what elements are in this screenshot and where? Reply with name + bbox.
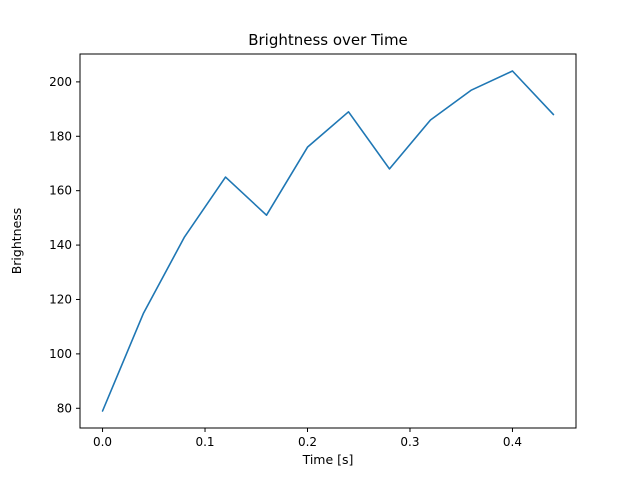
- y-axis-label: Brightness: [9, 208, 24, 275]
- y-tick-label: 80: [57, 401, 72, 415]
- x-tick-label: 0.4: [503, 435, 522, 449]
- axes-spines: [79, 53, 577, 429]
- plot-area: 0.0 0.1 0.2 0.3 0.4 80 100 120 140 160 180 200: [49, 53, 577, 449]
- x-axis-label: Time [s]: [302, 452, 354, 467]
- y-tick-label: 140: [49, 238, 72, 252]
- y-tick-label: 120: [49, 292, 72, 306]
- x-tick-label: 0.2: [298, 435, 317, 449]
- data-line-series: [101, 70, 555, 412]
- y-tick-label: 160: [49, 184, 72, 198]
- y-tick-label: 100: [49, 347, 72, 361]
- y-tick-label: 180: [49, 129, 72, 143]
- x-tick-label: 0.3: [400, 435, 419, 449]
- y-tick-label: 200: [49, 75, 72, 89]
- x-tick-label: 0.0: [93, 435, 112, 449]
- chart-title: Brightness over Time: [248, 31, 408, 49]
- x-tick-label: 0.1: [195, 435, 214, 449]
